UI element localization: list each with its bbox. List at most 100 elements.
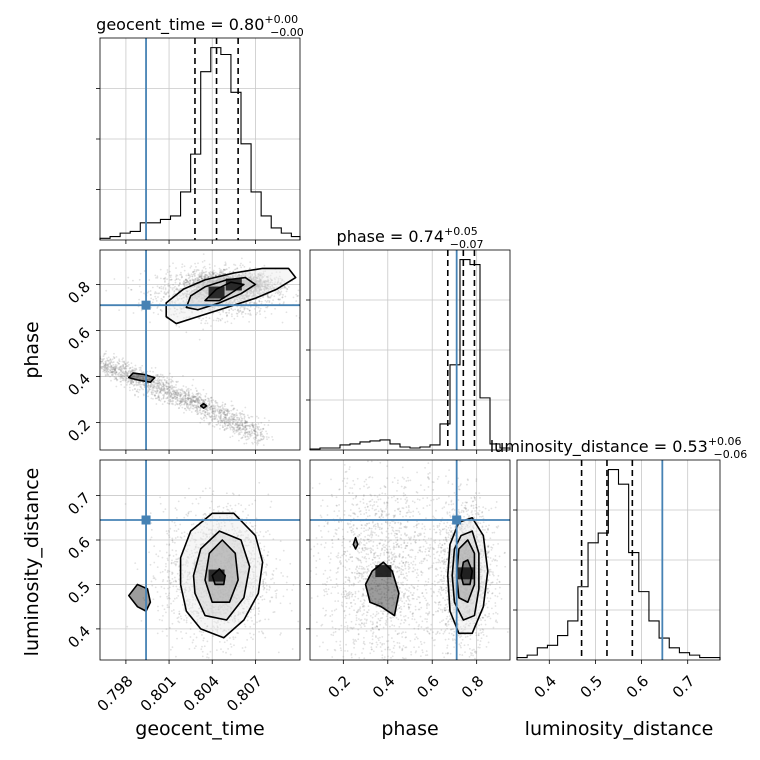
sample-point [218, 267, 221, 270]
sample-point [164, 400, 166, 403]
sample-point [204, 273, 207, 276]
sample-point [170, 392, 173, 395]
sample-point [222, 272, 225, 275]
sample-point [204, 276, 207, 278]
sample-point [103, 364, 106, 367]
sample-point [196, 394, 199, 397]
sample-point [108, 371, 111, 374]
sample-point [170, 278, 173, 281]
sample-point [193, 268, 196, 271]
sample-point [192, 378, 195, 381]
sample-point [278, 298, 281, 301]
sample-point [214, 410, 216, 413]
sample-point [184, 395, 186, 397]
title-plus: +0.00 [264, 13, 298, 26]
sample-point [236, 422, 239, 425]
sample-point [185, 280, 188, 283]
sample-point [162, 394, 164, 397]
sample-point [262, 437, 265, 439]
sample-point [173, 386, 176, 388]
sample-point [208, 271, 210, 274]
sample-point [171, 390, 174, 393]
sample-point [260, 302, 263, 305]
sample-point [208, 272, 211, 275]
sample-point [184, 396, 187, 399]
sample-point [153, 385, 156, 388]
sample-point [207, 275, 210, 278]
sample-point [148, 388, 151, 391]
sample-point [218, 272, 221, 274]
sample-point [169, 279, 172, 281]
sample-point [224, 425, 226, 428]
sample-point [221, 407, 224, 410]
sample-point [133, 369, 136, 372]
sample-point [187, 387, 190, 390]
sample-point [118, 367, 121, 370]
sample-point [155, 276, 157, 279]
sample-point [163, 390, 166, 392]
sample-point [158, 287, 161, 289]
sample-point [198, 402, 201, 405]
sample-point [193, 395, 196, 398]
sample-point [163, 284, 166, 287]
sample-point [148, 389, 150, 392]
sample-point [206, 322, 209, 325]
sample-point [260, 431, 262, 434]
sample-point [162, 397, 165, 399]
sample-point [139, 366, 142, 369]
sample-point [222, 270, 225, 273]
sample-point [193, 406, 196, 409]
sample-point [120, 380, 122, 383]
sample-point [248, 309, 251, 312]
sample-point [233, 432, 236, 435]
sample-point [201, 260, 204, 263]
sample-point [166, 387, 169, 390]
sample-point [212, 408, 215, 410]
sample-point [212, 272, 215, 275]
sample-point [222, 272, 225, 275]
sample-point [205, 408, 208, 411]
sample-point [224, 264, 227, 267]
sample-point [243, 426, 246, 429]
sample-point [180, 400, 182, 402]
sample-point [180, 398, 182, 401]
sample-point [177, 284, 180, 287]
sample-point [130, 362, 133, 365]
sample-point [239, 426, 242, 429]
sample-point [195, 397, 198, 400]
sample-point [196, 279, 199, 282]
sample-point [269, 296, 272, 299]
sample-point [182, 282, 185, 284]
sample-point [200, 398, 203, 401]
panel-title: geocent_time = 0.80+0.00 −0.00 [96, 13, 304, 39]
sample-point [112, 367, 115, 369]
sample-point [196, 406, 199, 409]
sample-point [189, 282, 192, 285]
sample-point [103, 364, 106, 367]
sample-point [201, 418, 203, 421]
sample-point [279, 298, 282, 301]
sample-point [200, 275, 203, 278]
sample-point [130, 370, 133, 373]
sample-point [276, 292, 279, 295]
sample-point [234, 418, 237, 421]
sample-point [215, 414, 218, 417]
sample-point [234, 423, 237, 425]
sample-point [124, 367, 127, 370]
sample-point [158, 387, 161, 390]
sample-point [194, 404, 196, 407]
panel-title: phase = 0.74+0.05 −0.07 [337, 225, 484, 251]
sample-point [191, 403, 194, 406]
sample-point [152, 386, 154, 388]
sample-point [283, 287, 286, 289]
sample-point [260, 421, 263, 424]
sample-point [185, 278, 188, 281]
sample-point [121, 379, 124, 382]
sample-point [162, 382, 165, 384]
sample-point [235, 312, 238, 315]
sample-point [162, 296, 165, 298]
sample-point [156, 375, 159, 378]
sample-point [227, 418, 230, 421]
sample-point [183, 280, 186, 283]
sample-point [170, 400, 173, 402]
